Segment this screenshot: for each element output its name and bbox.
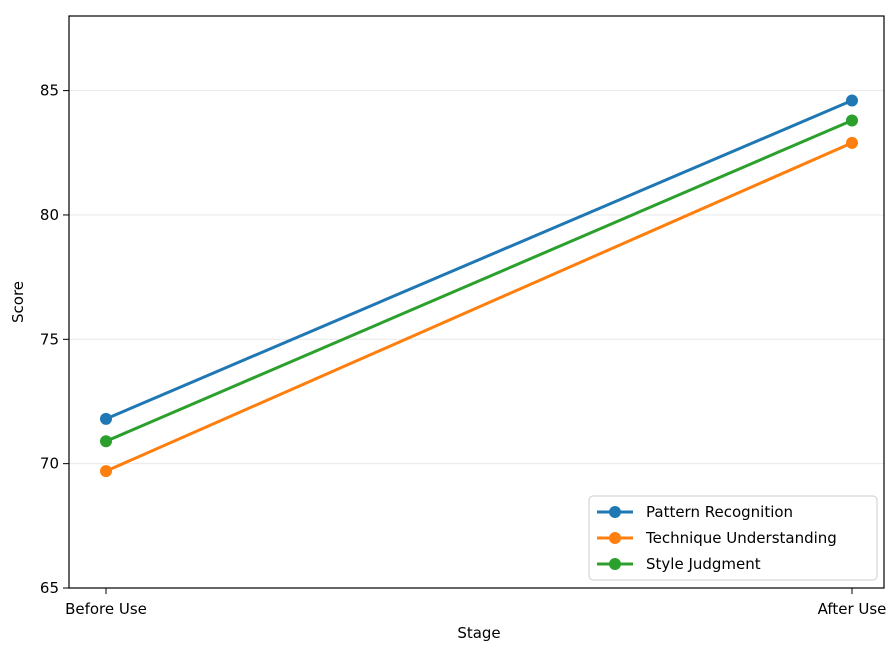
legend-marker xyxy=(609,558,621,570)
legend-item: Style Judgment xyxy=(597,555,761,573)
series-group xyxy=(100,94,858,425)
data-point xyxy=(846,136,858,149)
x-axis-label: Stage xyxy=(457,624,500,642)
x-tick-label: After Use xyxy=(818,600,887,618)
data-point xyxy=(100,465,112,478)
y-tick-label: 70 xyxy=(40,455,59,473)
legend-marker xyxy=(609,506,621,518)
data-point xyxy=(100,412,112,425)
series-line xyxy=(104,141,854,473)
legend-item: Pattern Recognition xyxy=(597,503,793,521)
y-tick-label: 85 xyxy=(40,82,59,100)
series-group xyxy=(100,136,858,478)
y-tick-label: 80 xyxy=(40,206,59,224)
series-line xyxy=(104,99,854,421)
data-point xyxy=(846,114,858,127)
legend-box xyxy=(588,495,878,581)
series-line xyxy=(104,118,854,443)
legend-label: Pattern Recognition xyxy=(646,503,793,521)
y-tick-label: 65 xyxy=(40,579,59,597)
y-tick-label: 75 xyxy=(40,330,59,348)
legend-marker xyxy=(609,532,621,544)
series-lines xyxy=(100,94,858,478)
y-axis-label: Score xyxy=(9,281,27,323)
x-axis-ticks: Before Use After Use xyxy=(65,588,886,618)
x-tick-label: Before Use xyxy=(65,600,147,618)
data-point xyxy=(846,94,858,107)
series-group xyxy=(100,114,858,448)
data-point xyxy=(100,435,112,448)
legend-label: Technique Understanding xyxy=(645,529,837,547)
y-axis-ticks: 65 70 75 80 85 xyxy=(40,82,69,597)
gridlines xyxy=(69,90,884,465)
legend-label: Style Judgment xyxy=(646,555,761,573)
legend-item: Technique Understanding xyxy=(597,529,837,547)
legend: Pattern Recognition Technique Understandi… xyxy=(588,495,878,581)
plot-frame xyxy=(68,15,885,589)
